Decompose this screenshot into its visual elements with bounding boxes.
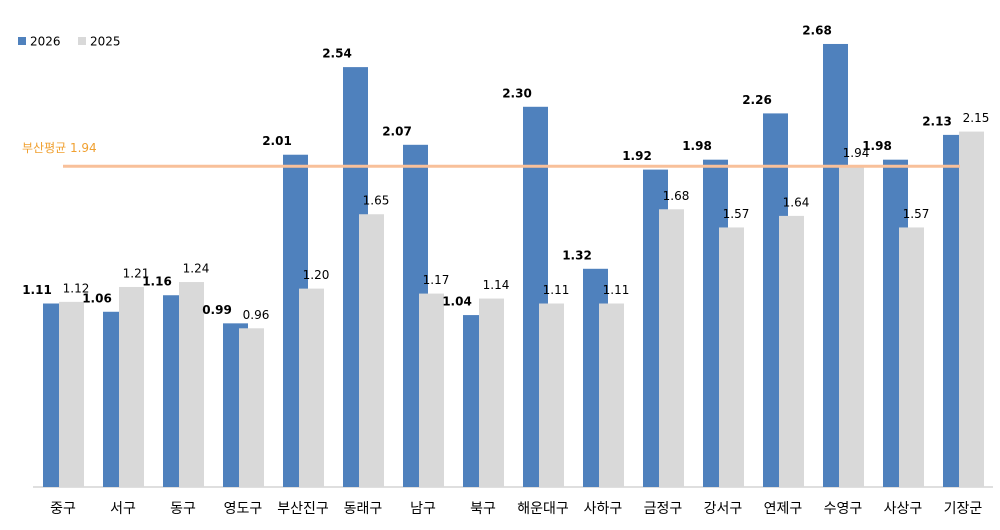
data-label: 2.13 [922, 114, 952, 128]
bar [419, 293, 444, 487]
data-label: 1.11 [543, 283, 570, 297]
bar [299, 288, 324, 487]
data-label: 2.15 [963, 111, 990, 125]
data-label: 1.17 [423, 273, 450, 287]
bar [599, 303, 624, 487]
bar [659, 209, 684, 487]
bar [719, 227, 744, 487]
bar [59, 301, 84, 487]
data-label: 2.30 [502, 86, 532, 100]
data-label: 1.32 [562, 248, 592, 262]
data-label: 1.92 [622, 149, 652, 163]
x-tick-label: 동래구 [344, 501, 383, 517]
x-tick-label: 남구 [410, 501, 436, 517]
data-label: 1.68 [663, 189, 690, 203]
data-label: 2.54 [322, 47, 352, 61]
legend-label: 2025 [90, 35, 121, 49]
data-label: 1.57 [903, 207, 930, 221]
data-label: 1.94 [843, 146, 870, 160]
x-tick-label: 해운대구 [517, 501, 569, 517]
legend-swatch [78, 37, 86, 45]
bar [479, 298, 504, 487]
x-tick-label: 동구 [170, 501, 196, 517]
bar [899, 227, 924, 487]
data-label: 2.01 [262, 134, 292, 148]
data-label: 0.99 [202, 303, 232, 317]
data-label: 1.11 [22, 283, 52, 297]
x-tick-label: 사상구 [884, 501, 923, 517]
data-label: 1.06 [82, 291, 112, 305]
x-tick-label: 부산진구 [277, 501, 329, 517]
x-tick-label: 영도구 [224, 501, 263, 517]
data-label: 1.04 [442, 295, 472, 309]
data-label: 1.57 [723, 207, 750, 221]
data-label: 1.98 [862, 139, 892, 153]
x-tick-label: 북구 [470, 501, 496, 517]
bar [779, 215, 804, 487]
data-label: 2.26 [742, 93, 772, 107]
bar [239, 328, 264, 487]
bar [959, 131, 984, 487]
data-label: 1.12 [63, 281, 90, 295]
reference-label: 부산평균 1.94 [22, 141, 97, 155]
data-label: 1.64 [783, 195, 810, 209]
x-tick-label: 강서구 [704, 501, 743, 517]
x-tick-label: 서구 [110, 501, 136, 517]
x-tick-label: 기장군 [944, 501, 983, 517]
x-tick-label: 사하구 [584, 501, 623, 517]
bar [359, 214, 384, 488]
data-label: 1.20 [303, 268, 330, 282]
data-label: 1.11 [603, 283, 630, 297]
data-label: 1.24 [183, 262, 210, 276]
x-tick-label: 연제구 [764, 501, 803, 517]
bar [539, 303, 564, 487]
data-label: 0.96 [243, 308, 270, 322]
data-label: 1.65 [363, 194, 390, 208]
data-label: 1.16 [142, 275, 172, 289]
x-tick-label: 중구 [50, 501, 76, 517]
legend-swatch [18, 37, 26, 45]
bar [119, 286, 144, 487]
data-label: 2.68 [802, 23, 832, 37]
data-label: 1.98 [682, 139, 712, 153]
bar [179, 282, 204, 487]
x-tick-label: 수영구 [824, 501, 863, 517]
data-label: 2.07 [382, 124, 412, 138]
legend-label: 2026 [30, 35, 61, 49]
x-tick-label: 금정구 [644, 501, 683, 517]
data-label: 1.14 [483, 278, 510, 292]
data-label: 1.21 [123, 266, 150, 280]
bar [839, 166, 864, 488]
